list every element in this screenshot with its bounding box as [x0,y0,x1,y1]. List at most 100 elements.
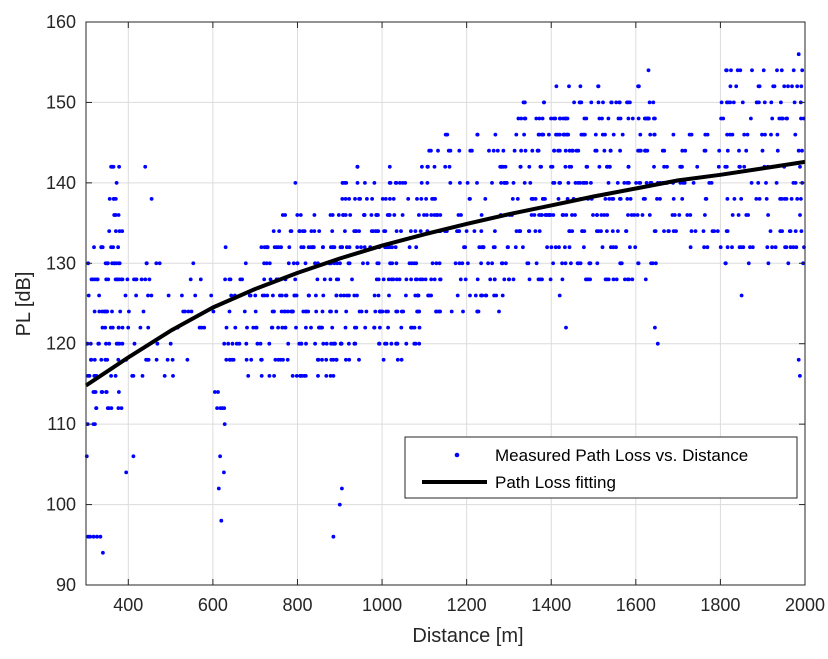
scatter-point [769,132,773,137]
scatter-point [352,293,357,298]
scatter-point [240,277,245,282]
scatter-point [362,213,367,217]
scatter-point [380,197,385,201]
scatter-point [630,116,635,121]
scatter-point [262,261,266,266]
scatter-point [798,164,802,169]
scatter-point [516,116,521,121]
scatter-point [434,309,438,314]
scatter-point [473,293,478,298]
scatter-point [97,293,101,298]
scatter-point [609,100,614,105]
scatter-point [629,213,634,217]
scatter-point [399,357,404,362]
scatter-point [771,84,776,89]
scatter-point [378,309,382,314]
scatter-point [399,229,403,234]
scatter-point [289,229,294,234]
scatter-point [739,197,744,201]
scatter-point [116,406,121,410]
scatter-point [796,52,801,57]
scatter-point [228,357,233,362]
scatter-point [741,245,746,250]
scatter-point [578,261,583,266]
scatter-point [395,357,400,362]
scatter-point [479,213,484,217]
scatter-point [573,181,578,185]
scatter-point [638,148,643,153]
scatter-point [314,293,318,298]
scatter-point [290,309,295,314]
scatter-point [693,229,698,234]
scatter-point [497,309,501,314]
scatter-point [591,213,595,217]
scatter-point [168,341,173,346]
scatter-point [680,148,685,153]
scatter-point [295,213,300,217]
scatter-point [355,293,359,298]
scatter-point [117,164,121,169]
scatter-point [490,181,494,185]
scatter-point [593,132,598,137]
scatter-point [611,277,616,282]
scatter-point [363,181,367,185]
scatter-point [523,116,528,121]
scatter-point [476,309,481,314]
scatter-point [271,229,276,234]
scatter-point [140,374,145,378]
scatter-point [100,325,105,330]
scatter-point [399,325,404,330]
scatter-point [372,293,377,298]
scatter-point [89,357,93,362]
scatter-point [466,261,470,266]
scatter-point [647,213,652,217]
scatter-point [244,357,249,362]
scatter-point [344,181,349,185]
scatter-point [786,84,790,89]
scatter-point [567,84,571,89]
scatter-point [350,277,354,282]
scatter-point [725,100,729,105]
scatter-point [605,213,610,217]
scatter-point [165,357,170,362]
scatter-point [627,181,631,185]
scatter-point [522,100,527,105]
scatter-point [614,245,618,250]
scatter-point [258,341,263,346]
scatter-point [220,406,225,410]
scatter-point [131,454,136,459]
fit-line-layer [84,159,806,388]
scatter-point [577,100,582,105]
scatter-point [255,341,260,346]
scatter-point [769,100,774,105]
scatter-point [363,325,368,330]
scatter-point [309,229,314,234]
scatter-point [338,245,343,250]
scatter-point [362,245,367,250]
scatter-point [272,374,276,378]
scatter-point [420,277,425,282]
scatter-point [541,132,546,137]
scatter-point [117,390,121,394]
scatter-point [501,164,506,169]
x-tick-label: 1200 [447,595,487,615]
scatter-point [547,132,551,137]
scatter-point [569,164,574,169]
scatter-point [782,84,787,89]
scatter-point [773,245,778,250]
scatter-point [487,148,491,153]
scatter-point [126,325,131,330]
scatter-point [729,68,733,73]
scatter-point [355,164,360,169]
scatter-point [492,245,497,250]
scatter-point [465,181,470,185]
scatter-point [745,132,750,137]
scatter-point [638,132,643,137]
scatter-point [606,181,611,185]
scatter-point [618,197,623,201]
scatter-point [425,181,430,185]
scatter-point [601,100,605,105]
scatter-point [651,100,656,105]
legend-label-line: Path Loss fitting [495,473,616,492]
scatter-point [740,100,745,105]
